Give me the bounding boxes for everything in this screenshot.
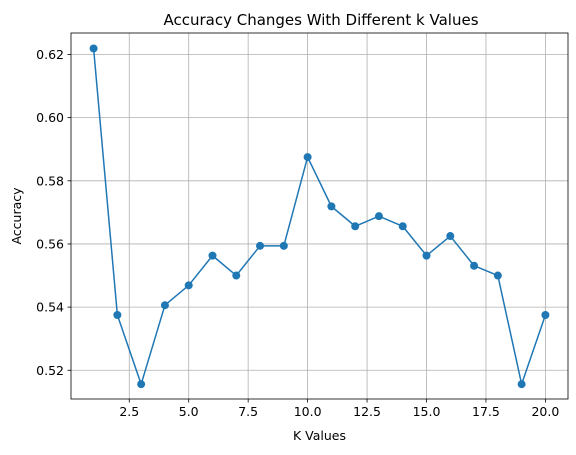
data-point	[327, 202, 336, 211]
data-point	[422, 251, 431, 260]
x-tick-label: 15.0	[413, 404, 441, 419]
x-tick-label: 2.5	[119, 404, 139, 419]
data-point	[470, 261, 479, 270]
data-point	[398, 222, 407, 231]
y-tick-label: 0.54	[36, 300, 64, 315]
x-tick-label: 17.5	[472, 404, 500, 419]
data-point	[493, 271, 502, 280]
y-axis-label: Accuracy	[9, 187, 24, 245]
data-point	[517, 380, 526, 389]
y-tick-label: 0.60	[36, 110, 64, 125]
data-point	[113, 311, 122, 319]
data-point	[89, 44, 98, 53]
y-tick-label: 0.56	[36, 236, 64, 251]
data-point	[351, 222, 360, 231]
data-point	[446, 232, 455, 241]
y-tick-label: 0.58	[36, 173, 64, 188]
data-point	[184, 281, 193, 290]
data-point	[279, 241, 288, 250]
grid	[71, 33, 568, 399]
data-point	[374, 212, 383, 221]
data-point	[208, 251, 217, 260]
x-axis-label: K Values	[293, 428, 346, 443]
x-tick-label: 7.5	[238, 404, 258, 419]
data-series	[89, 44, 550, 389]
axis-ticks: 2.5 5.0 7.5 10.0 12.5 15.0 17.5 20.0 0.52 0.54 0.5…	[36, 47, 559, 419]
data-point	[256, 241, 265, 250]
y-tick-label: 0.62	[36, 47, 64, 62]
plot-frame	[70, 32, 569, 400]
data-point	[303, 153, 312, 162]
x-tick-label: 10.0	[294, 404, 322, 419]
x-tick-label: 12.5	[353, 404, 381, 419]
data-point	[160, 301, 169, 310]
y-tick-label: 0.52	[36, 363, 64, 378]
data-point	[137, 380, 146, 389]
x-tick-label: 5.0	[179, 404, 199, 419]
chart-title: Accuracy Changes With Different k Values	[163, 11, 478, 29]
series-line	[92, 48, 547, 385]
x-tick-label: 20.0	[531, 404, 559, 419]
data-point	[541, 311, 550, 319]
data-point	[232, 271, 241, 280]
